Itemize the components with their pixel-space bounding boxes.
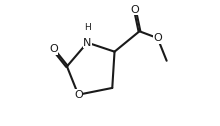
Text: O: O (49, 44, 58, 54)
Text: N: N (83, 38, 92, 48)
Text: O: O (74, 90, 83, 100)
Text: O: O (153, 33, 162, 43)
Text: O: O (130, 5, 139, 15)
Text: H: H (84, 23, 91, 32)
